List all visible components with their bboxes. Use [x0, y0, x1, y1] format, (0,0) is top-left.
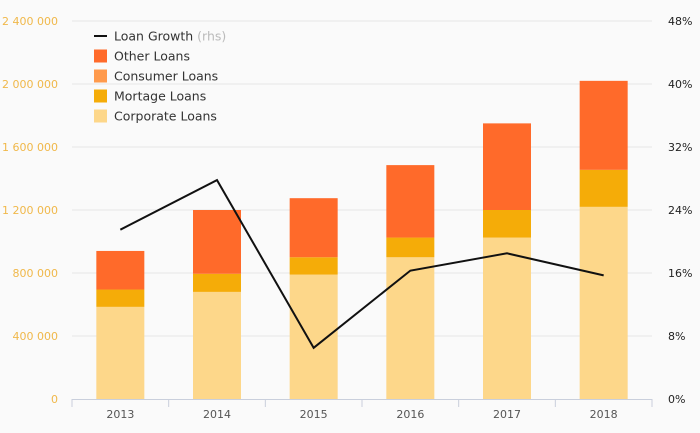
bar-mortage-loans-2018 — [579, 169, 628, 207]
bar-corporate-loans-2013 — [96, 306, 145, 399]
grid-lines — [72, 20, 652, 337]
legend-swatch-mortage-loans — [94, 89, 107, 103]
loan-growth-line — [119, 178, 604, 350]
bar-corporate-loans-2018 — [579, 206, 628, 399]
loan-growth-line-group — [119, 178, 604, 350]
bar-mortage-loans-2014 — [193, 273, 241, 292]
y-left-tick-label: 2 000 000 — [2, 78, 58, 91]
x-tick-label: 2018 — [590, 408, 618, 421]
x-tick-label: 2014 — [203, 408, 231, 421]
y-right-tick-label: 48% — [668, 15, 692, 28]
y-left-tick-label: 1 200 000 — [2, 204, 58, 217]
axes: 0 400 000 800 000 1 200 000 1 600 000 2 000 0… — [2, 15, 692, 421]
bar-other-loans-2014 — [193, 210, 241, 274]
bar-corporate-loans-2014 — [193, 291, 241, 399]
y-right-tick-label: 32% — [668, 141, 692, 154]
bar-mortage-loans-2017 — [483, 210, 531, 238]
y-left-tick-label: 400 000 — [13, 330, 59, 343]
bar-corporate-loans-2015 — [289, 274, 338, 399]
bar-other-loans-2018 — [579, 80, 628, 170]
bar-other-loans-2016 — [386, 165, 435, 238]
bar-other-loans-2017 — [483, 123, 531, 210]
legend: Loan Growth (rhs) Other Loans Consumer Loa… — [94, 29, 226, 124]
y-right-tick-label: 8% — [668, 330, 685, 343]
y-right-tick-label: 40% — [668, 78, 692, 91]
bar-corporate-loans-2016 — [386, 257, 435, 399]
x-tick-label: 2013 — [106, 408, 134, 421]
y-left-tick-label: 0 — [51, 393, 58, 406]
y-left-tick-label: 2 400 000 — [2, 15, 58, 28]
y-right-tick-label: 0% — [668, 393, 685, 406]
legend-label-other-loans: Other Loans — [114, 49, 190, 64]
x-tick-label: 2016 — [396, 408, 424, 421]
bar-mortage-loans-2013 — [96, 289, 145, 307]
y-left-tick-label: 800 000 — [13, 267, 59, 280]
legend-swatch-consumer-loans — [94, 69, 107, 83]
legend-label-consumer-loans: Consumer Loans — [114, 69, 218, 84]
bar-corporate-loans-2017 — [483, 237, 531, 399]
bar-other-loans-2013 — [96, 250, 145, 290]
legend-swatch-corporate-loans — [94, 109, 107, 123]
legend-swatch-other-loans — [94, 49, 107, 63]
x-tick-label: 2015 — [300, 408, 328, 421]
y-left-tick-label: 1 600 000 — [2, 141, 58, 154]
x-tick-label: 2017 — [493, 408, 521, 421]
bar-other-loans-2015 — [289, 198, 338, 258]
bar-mortage-loans-2016 — [386, 237, 435, 258]
y-right-tick-label: 16% — [668, 267, 692, 280]
stacked-bars — [96, 80, 628, 399]
legend-label-corporate-loans: Corporate Loans — [114, 109, 217, 124]
legend-label-loan-growth: Loan Growth (rhs) — [114, 29, 226, 44]
legend-label-mortage-loans: Mortage Loans — [114, 89, 206, 104]
bar-mortage-loans-2015 — [289, 257, 338, 275]
legend-label-rhs: (rhs) — [197, 29, 226, 44]
y-right-tick-label: 24% — [668, 204, 692, 217]
legend-label-main: Loan Growth — [114, 29, 197, 44]
